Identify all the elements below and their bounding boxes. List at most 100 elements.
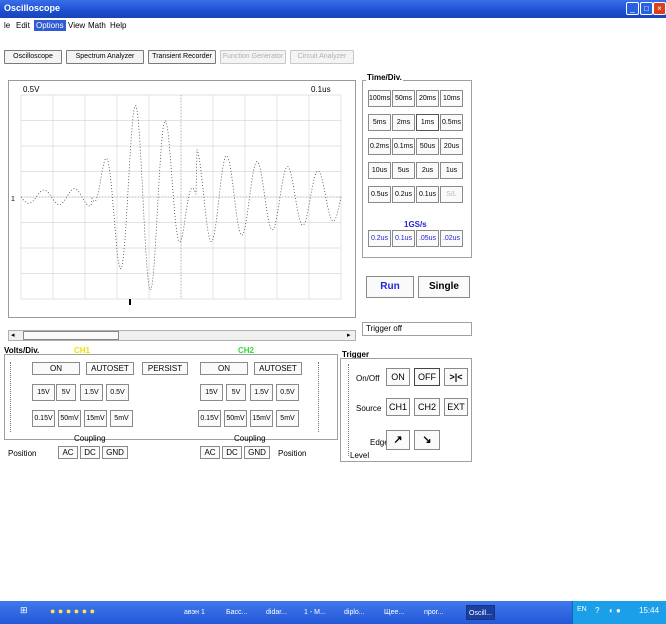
tab-transient-recorder[interactable]: Transient Recorder [148,50,216,64]
timediv-button[interactable]: 0.2us [392,186,415,203]
persist-button[interactable]: PERSIST [142,362,188,375]
ch1-volts-5mv[interactable]: 5mV [110,410,133,427]
ch1-volts-0_5v[interactable]: 0.5V [106,384,129,401]
ch2-dc-button[interactable]: DC [222,446,242,459]
taskbar: ⊞ ● ● ● ● ● ● авэн 1 Басс... didar... 1 … [0,601,666,624]
timediv-button[interactable]: 2ms [392,114,415,131]
timediv-button[interactable]: 20ms [416,90,439,107]
trigger-source-ch2[interactable]: CH2 [414,398,440,416]
timediv-button[interactable]: 0.1ms [392,138,415,155]
timediv-button[interactable]: 0.5ms [440,114,463,131]
title-bar: Oscilloscope _ □ × [0,0,666,18]
ch1-on-button[interactable]: ON [32,362,80,375]
rising-edge-button[interactable]: ↗ [386,430,410,450]
falling-edge-button[interactable]: ↘ [414,430,440,450]
ch2-volts-5v[interactable]: 5V [226,384,246,401]
ch2-gnd-button[interactable]: GND [244,446,270,459]
timediv-fast-button[interactable]: 0.1us [392,230,415,247]
menu-file[interactable]: le [4,21,11,30]
trigger-cross-button[interactable]: >|< [444,368,468,386]
ch1-volts-15mv[interactable]: 15mV [84,410,107,427]
volts-readout: 0.5V [23,85,40,94]
falling-edge-icon: ↘ [422,434,432,446]
menu-options[interactable]: Options [34,20,66,31]
minimize-button[interactable]: _ [626,2,639,15]
timediv-button[interactable]: 1us [440,162,463,179]
menu-view[interactable]: View [68,21,86,30]
taskbar-item-4[interactable]: 1 - M... [304,609,326,616]
timediv-button[interactable]: 10ms [440,90,463,107]
maximize-button[interactable]: □ [640,2,653,15]
timediv-button[interactable]: 50us [416,138,439,155]
taskbar-item-3[interactable]: didar... [266,609,288,616]
timediv-button[interactable]: 0.5us [368,186,391,203]
ch2-volts-5mv[interactable]: 5mV [276,410,299,427]
ch2-position-slider[interactable] [318,362,324,432]
single-button[interactable]: Single [418,276,470,298]
ch1-volts-50mv[interactable]: 50mV [58,410,81,427]
tab-oscilloscope[interactable]: Oscilloscope [4,50,62,64]
trigger-source-ext[interactable]: EXT [444,398,468,416]
trigger-title: Trigger [342,350,370,359]
trigger-level-slider[interactable] [348,364,354,456]
taskbar-item-1[interactable]: авэн 1 [184,609,205,616]
timediv-fast-button[interactable]: 0.2us [368,230,391,247]
ch1-volts-15v[interactable]: 15V [32,384,55,401]
timediv-button[interactable]: 20us [440,138,463,155]
ch2-volts-1_5v[interactable]: 1.5V [250,384,273,401]
taskbar-item-6[interactable]: Щеe... [384,609,405,616]
scroll-right-icon[interactable]: ▸ [347,332,351,339]
menu-help[interactable]: Help [110,21,127,30]
ch1-dc-button[interactable]: DC [80,446,100,459]
scroll-left-icon[interactable]: ◂ [11,332,15,339]
ch1-ac-button[interactable]: AC [58,446,78,459]
ch1-autoset-button[interactable]: AUTOSET [86,362,134,375]
timediv-button[interactable]: 50ms [392,90,415,107]
ch2-volts-15v[interactable]: 15V [200,384,223,401]
taskbar-item-2[interactable]: Басс... [226,609,248,616]
tray-icons[interactable]: ◐ ● [609,606,621,615]
timediv-fast-button[interactable]: .05us [416,230,439,247]
timediv-button[interactable]: 10us [368,162,391,179]
ch2-volts-50mv[interactable]: 50mV [224,410,247,427]
ch1-position-slider[interactable] [10,362,16,432]
start-button[interactable]: ⊞ [20,605,28,615]
help-icon[interactable]: ? [595,606,600,615]
ch2-autoset-button[interactable]: AUTOSET [254,362,302,375]
tab-spectrum-analyzer[interactable]: Spectrum Analyzer [66,50,144,64]
timediv-button[interactable]: 2us [416,162,439,179]
trigger-status-box: Trigger off [362,322,472,336]
scope-grid [20,94,342,300]
close-button[interactable]: × [653,2,666,15]
ch1-position-label: Position [8,449,37,458]
timediv-button[interactable]: 5us [392,162,415,179]
trigger-on-button[interactable]: ON [386,368,410,386]
ch2-on-button[interactable]: ON [200,362,248,375]
ch2-volts-15mv[interactable]: 15mV [250,410,273,427]
timediv-fast-button[interactable]: .02us [440,230,463,247]
language-indicator[interactable]: EN [577,606,587,613]
timediv-button[interactable]: 5ms [368,114,391,131]
taskbar-item-oscilloscope[interactable]: Oscill... [466,605,495,620]
taskbar-item-5[interactable]: diplo... [344,609,365,616]
horizontal-scrollbar[interactable]: ◂ ▸ [8,330,356,341]
menu-math[interactable]: Math [88,21,106,30]
trigger-source-ch1[interactable]: CH1 [386,398,410,416]
scrollbar-thumb[interactable] [23,331,119,340]
taskbar-item-7[interactable]: npor... [424,609,444,616]
ch1-volts-5v[interactable]: 5V [56,384,76,401]
timediv-button[interactable]: 0.1us [416,186,439,203]
quick-launch-icons[interactable]: ● ● ● ● ● ● [50,606,96,616]
run-button[interactable]: Run [366,276,414,298]
ch1-gnd-button[interactable]: GND [102,446,128,459]
ch2-volts-0_5v[interactable]: 0.5V [276,384,299,401]
trigger-off-button[interactable]: OFF [414,368,440,386]
ch1-volts-0_15v[interactable]: 0.15V [32,410,55,427]
timediv-button[interactable]: 1ms [416,114,439,131]
timediv-button[interactable]: 0.2ms [368,138,391,155]
ch2-volts-0_15v[interactable]: 0.15V [198,410,221,427]
menu-edit[interactable]: Edit [16,21,30,30]
timediv-button[interactable]: 100ms [368,90,391,107]
ch1-volts-1_5v[interactable]: 1.5V [80,384,103,401]
ch2-ac-button[interactable]: AC [200,446,220,459]
